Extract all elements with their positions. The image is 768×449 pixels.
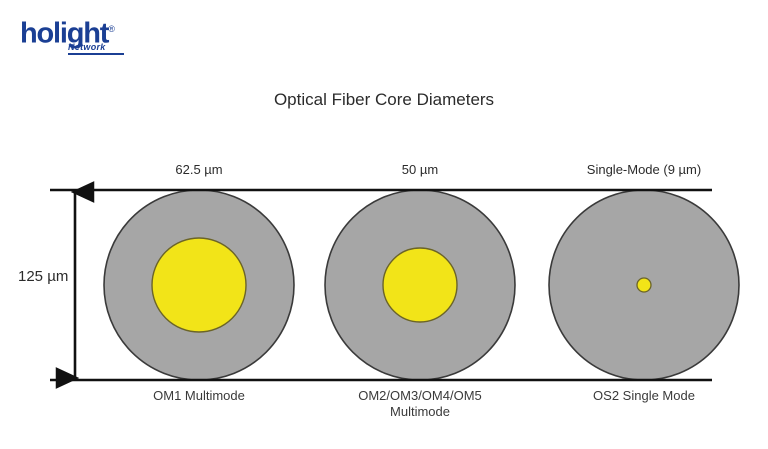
core-circle-om1 [151, 237, 247, 333]
fiber-circle-group-2 [548, 189, 740, 381]
logo-word-text: holight [20, 17, 109, 50]
logo-subtitle: Network [68, 42, 106, 52]
top-label-os2: Single-Mode (9 µm) [586, 162, 702, 177]
top-label-om1: 62.5 µm [175, 162, 223, 177]
registered-trademark-icon: ® [108, 24, 115, 34]
fiber-circle-group-1 [324, 189, 516, 381]
logo-underline-divider [68, 53, 124, 55]
fiber-circle-group-0 [103, 189, 295, 381]
brand-logo: holight® Network [20, 14, 150, 60]
page-title: Optical Fiber Core Diameters [273, 90, 495, 109]
group-label-multimode: Multimode [390, 404, 450, 419]
logo-wordmark: holight® [20, 14, 115, 49]
core-circle-om2345 [382, 247, 458, 323]
bottom-label-om2345: OM2/OM3/OM4/OM5 [358, 388, 482, 403]
bottom-label-om1: OM1 Multimode [153, 388, 245, 403]
bottom-label-os2: OS2 Single Mode [593, 388, 695, 403]
cladding-dimension-label: 125 µm [18, 268, 69, 285]
core-circle-os2 [636, 277, 652, 293]
top-label-om2345: 50 µm [401, 162, 439, 177]
